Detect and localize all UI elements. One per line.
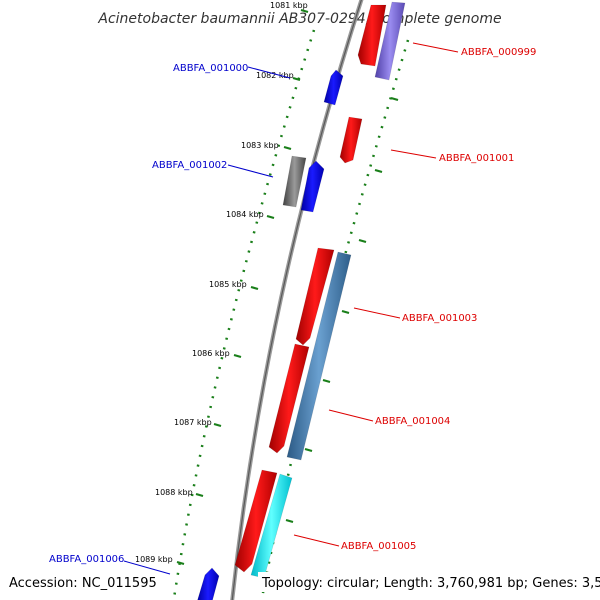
- gene-features: [197, 1, 406, 600]
- tick-label-1083: 1083 kbp: [241, 141, 279, 150]
- tick-1083: [283, 145, 292, 151]
- leader-001005: [293, 534, 340, 547]
- leader-000999: [412, 42, 459, 53]
- outer-tick-4: [341, 309, 350, 315]
- footer-summary-bg: [258, 572, 596, 592]
- tick-label-1082: 1082 kbp: [256, 71, 294, 80]
- gene-red-001005: [234, 469, 278, 573]
- gene-red-000999: [357, 4, 387, 67]
- tick-1088: [195, 492, 204, 498]
- leader-001003: [353, 307, 401, 319]
- genome-backbone-shade: [231, 0, 362, 600]
- leader-001004: [328, 409, 374, 422]
- leader-001002: [227, 164, 274, 178]
- gene-label-001003[interactable]: ABBFA_001003: [402, 313, 477, 324]
- gene-label-001000[interactable]: ABBFA_001000: [173, 63, 248, 74]
- label-leaders: [123, 42, 459, 575]
- tick-1086: [233, 353, 242, 359]
- tick-marks: [176, 8, 309, 566]
- tick-label-1089: 1089 kbp: [135, 555, 173, 564]
- gene-grey-001002: [282, 155, 307, 208]
- tick-label-1085: 1085 kbp: [209, 280, 247, 289]
- tick-label-1087: 1087 kbp: [174, 418, 212, 427]
- gene-blue-001000: [323, 69, 344, 106]
- tick-1081: [300, 8, 309, 14]
- gene-steel-001003: [286, 251, 352, 461]
- tick-1089: [176, 560, 185, 566]
- outer-tick-2: [374, 168, 383, 174]
- outer-tick-3: [358, 238, 367, 244]
- tick-1084: [266, 214, 275, 220]
- leader-001001: [390, 149, 437, 159]
- footer-accession: Accession: NC_011595: [9, 576, 157, 591]
- leader-001006: [123, 560, 171, 575]
- outer-tick-6: [304, 447, 313, 453]
- gene-blue-001002: [300, 160, 325, 213]
- tick-label-1084: 1084 kbp: [226, 210, 264, 219]
- footer-accession-bg: [4, 572, 150, 592]
- gene-purple-000999: [374, 1, 406, 81]
- tick-1085: [250, 285, 259, 291]
- tick-1087: [213, 422, 222, 428]
- gene-blue-001006: [197, 567, 220, 600]
- tick-1082: [292, 76, 301, 82]
- gene-label-001005[interactable]: ABBFA_001005: [341, 541, 416, 552]
- gene-red-001003: [295, 247, 335, 346]
- leader-001000: [247, 66, 291, 79]
- footer-summary: Topology: circular; Length: 3,760,981 bp…: [261, 576, 600, 591]
- gene-label-001004[interactable]: ABBFA_001004: [375, 416, 450, 427]
- gene-label-000999[interactable]: ABBFA_000999: [461, 47, 536, 58]
- outer-tick-1: [390, 96, 399, 102]
- tick-label-1088: 1088 kbp: [155, 488, 193, 497]
- gene-label-001002[interactable]: ABBFA_001002: [152, 160, 227, 171]
- map-title: Acinetobacter baumannii AB307-0294, comp…: [97, 11, 501, 27]
- tick-label-1081: 1081 kbp: [270, 1, 308, 10]
- tick-label-1086: 1086 kbp: [192, 349, 230, 358]
- outer-tick-5: [322, 378, 331, 384]
- gene-red-001004: [268, 343, 310, 454]
- outer-tick-7: [285, 518, 294, 524]
- gene-label-001006[interactable]: ABBFA_001006: [49, 554, 124, 565]
- gene-red-001001: [339, 116, 363, 164]
- outer-tick-marks: [285, 96, 399, 524]
- gene-label-001001[interactable]: ABBFA_001001: [439, 153, 514, 164]
- inner-dotted-arc: [172, 29, 316, 599]
